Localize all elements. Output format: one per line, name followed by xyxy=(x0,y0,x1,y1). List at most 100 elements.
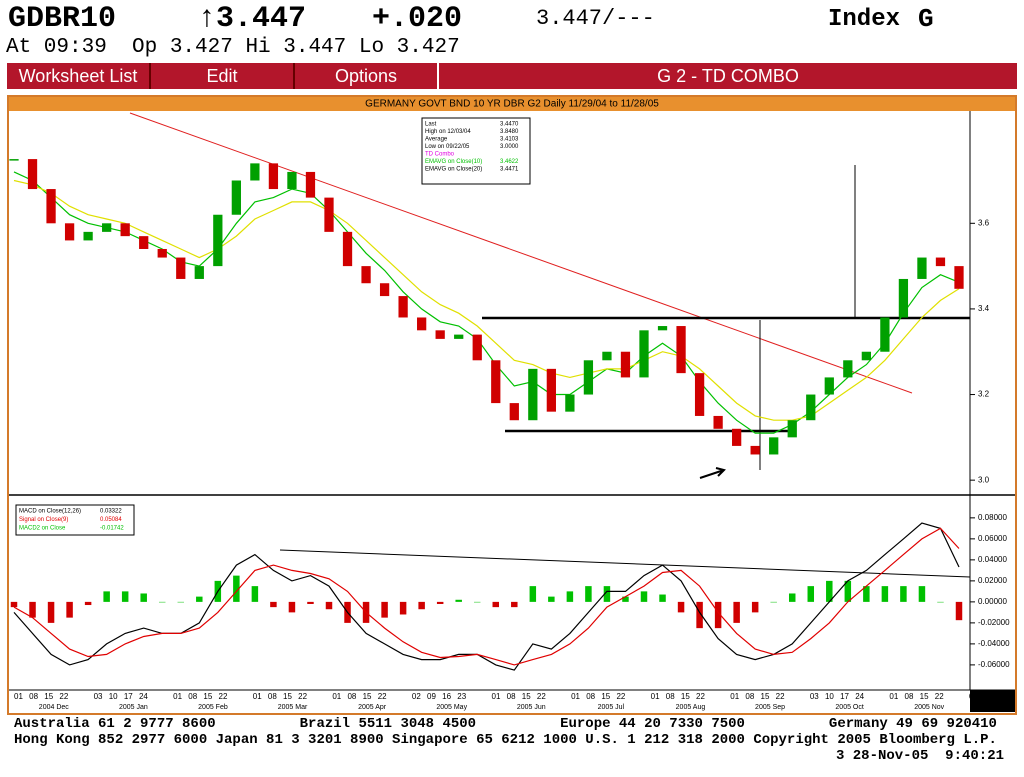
histogram-bar xyxy=(714,601,722,629)
menu-item[interactable]: Edit xyxy=(151,63,295,89)
histogram-bar xyxy=(881,586,889,602)
histogram-bar xyxy=(47,601,55,623)
candle xyxy=(398,296,408,318)
histogram-bar xyxy=(270,601,277,608)
info-value: 3.4470 xyxy=(500,122,519,128)
month-label: 2004 Dec xyxy=(39,704,69,711)
candle xyxy=(324,197,334,232)
histogram-bar xyxy=(455,599,462,602)
histogram-bar xyxy=(770,601,777,603)
candle xyxy=(9,159,19,161)
candle xyxy=(917,257,927,279)
candle xyxy=(157,248,167,258)
histogram-bar xyxy=(10,601,18,608)
month-label: 2005 Mar xyxy=(278,704,308,711)
candle xyxy=(102,223,112,232)
month-label: 2005 Oct xyxy=(835,704,863,711)
month-label: 2005 Sep xyxy=(755,704,785,711)
histogram-bar xyxy=(177,601,185,603)
info-value: 3.4103 xyxy=(500,137,519,143)
legend-value: 0.05084 xyxy=(100,517,122,523)
y-tick-label: 3.6 xyxy=(978,218,990,227)
trend-line xyxy=(129,112,913,394)
quote-line: At 09:39 Op 3.427 Hi 3.447 Lo 3.427 xyxy=(6,36,460,59)
series-line xyxy=(13,522,960,671)
candle xyxy=(194,266,204,279)
candle xyxy=(454,334,464,339)
histogram-bar xyxy=(418,601,425,610)
legend-name: Signal on Close(9) xyxy=(19,517,68,523)
histogram-bar xyxy=(826,580,833,602)
legend-name: EMAVG on Close(10) xyxy=(425,159,482,165)
candle xyxy=(27,159,38,190)
chart-title: GERMANY GOVT BND 10 YR DBR G2 Daily 11/2… xyxy=(365,99,659,110)
candle xyxy=(713,415,723,429)
candle xyxy=(750,445,760,455)
histogram-bar xyxy=(288,601,296,613)
month-label: 2005 Apr xyxy=(358,704,387,711)
x-tick-label: 01 08 15 22 xyxy=(889,692,944,701)
x-tick-label: 03 10 17 24 xyxy=(810,692,865,701)
x-tick-label: 01 08 15 22 xyxy=(730,692,785,701)
histogram-bar xyxy=(918,586,926,602)
histogram-bar xyxy=(251,586,259,602)
candle xyxy=(824,377,834,395)
legend-box xyxy=(15,504,135,536)
legend-value: 3.4622 xyxy=(500,159,519,165)
histogram-bar xyxy=(140,593,147,602)
histogram-bar xyxy=(492,601,500,608)
info-label: Last xyxy=(425,122,437,128)
histogram-bar xyxy=(937,601,944,603)
candle xyxy=(639,330,649,378)
menu-item[interactable]: Options xyxy=(295,63,439,89)
y-tick-label: 0.00000 xyxy=(978,597,1007,606)
histogram-bar xyxy=(66,601,73,618)
candle xyxy=(769,437,779,455)
menu-item[interactable]: Worksheet List xyxy=(7,63,151,89)
legend-name: MACD on Close(12,26) xyxy=(19,509,81,515)
change: +.020 xyxy=(372,2,463,36)
histogram-bar xyxy=(307,601,314,604)
candle xyxy=(46,189,56,224)
y-tick-label: 3.0 xyxy=(978,475,990,484)
footer-line: 3 28-Nov-05 9:40:21 xyxy=(835,748,1004,764)
candle xyxy=(139,236,149,249)
info-value: 3.8480 xyxy=(500,129,519,135)
histogram-bar xyxy=(399,601,407,615)
candle xyxy=(528,368,538,421)
y-tick-label: 0.04000 xyxy=(978,555,1007,564)
month-label: 2005 Jul xyxy=(598,704,625,711)
candle xyxy=(861,351,871,361)
corner xyxy=(970,690,1015,712)
histogram-bar xyxy=(84,601,92,606)
histogram-bar xyxy=(788,593,796,602)
arrow xyxy=(699,467,726,479)
histogram-bar xyxy=(121,591,129,602)
candle xyxy=(620,351,631,378)
y-tick-label: -0.02000 xyxy=(978,618,1010,627)
y-tick-label: 0.06000 xyxy=(978,534,1007,543)
month-label: 2005 Feb xyxy=(198,704,228,711)
y-tick-label: 0.02000 xyxy=(978,576,1007,585)
menu-bar: Worksheet List Edit Options G 2 - TD COM… xyxy=(7,63,1017,89)
trend-line xyxy=(279,549,971,578)
candle xyxy=(64,223,75,241)
candle xyxy=(417,317,427,331)
info-label: High on 12/03/04 xyxy=(425,129,471,135)
legend-value: 0.03322 xyxy=(100,509,122,515)
x-tick-label: 02 09 16 23 xyxy=(412,692,467,701)
legend-value: 3.4471 xyxy=(500,167,519,173)
histogram-bar xyxy=(585,586,592,602)
candle xyxy=(176,257,186,279)
histogram-bar xyxy=(566,591,574,602)
info-box xyxy=(421,117,531,185)
candle xyxy=(435,330,445,339)
candle xyxy=(880,317,890,352)
candle xyxy=(379,283,390,297)
candle xyxy=(546,368,556,412)
histogram-bar xyxy=(844,580,852,602)
candle xyxy=(213,214,223,267)
candle xyxy=(120,223,130,237)
x-tick-label: 01 08 15 22 xyxy=(571,692,626,701)
